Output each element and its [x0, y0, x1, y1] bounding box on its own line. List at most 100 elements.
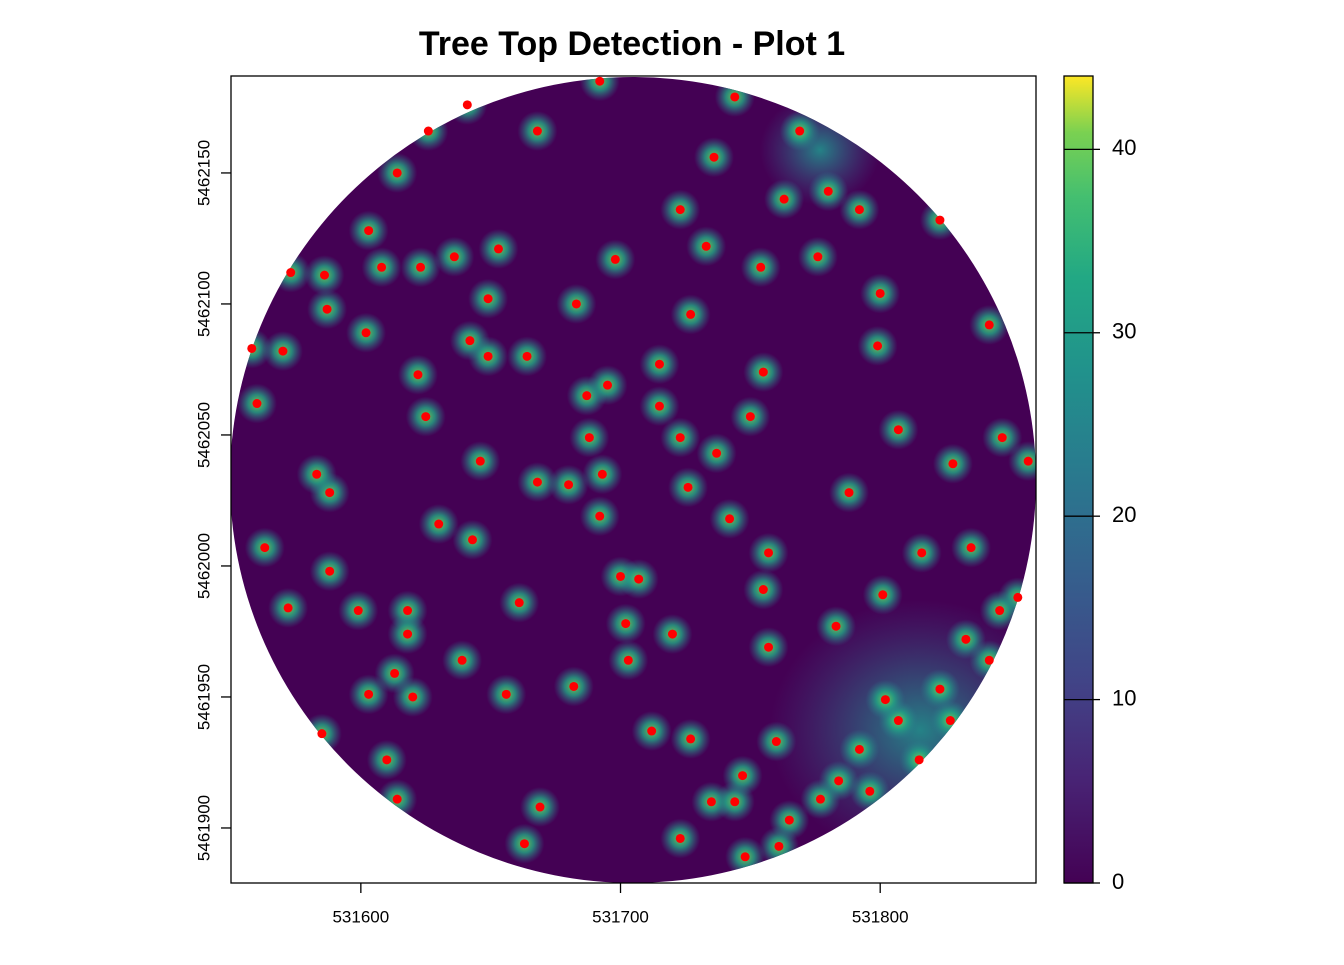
tree-top — [758, 367, 768, 377]
colorbar-tick-label: 30 — [1112, 319, 1136, 344]
tree-top — [686, 309, 696, 319]
tree-top — [403, 606, 413, 616]
tree-top — [813, 252, 823, 262]
tree-top — [740, 852, 750, 862]
tree-top — [584, 433, 594, 443]
tree-top — [764, 642, 774, 652]
tree-top — [312, 469, 322, 479]
tree-top — [465, 336, 475, 346]
tree-top — [756, 262, 766, 272]
tree-top — [1023, 456, 1033, 466]
tree-top — [873, 341, 883, 351]
tree-top — [1013, 592, 1023, 602]
tree-top — [532, 126, 542, 136]
canopy-patch — [770, 600, 1036, 860]
tree-top — [421, 412, 431, 422]
y-tick-label: 5462100 — [194, 271, 213, 337]
tree-top — [712, 448, 722, 458]
tree-top — [997, 433, 1007, 443]
y-tick-label: 5462050 — [194, 402, 213, 468]
tree-top — [935, 684, 945, 694]
tree-top — [392, 168, 402, 178]
tree-top — [854, 744, 864, 754]
y-tick-label: 5461950 — [194, 664, 213, 730]
tree-top — [709, 152, 719, 162]
tree-top — [675, 833, 685, 843]
tree-top — [462, 100, 472, 110]
tree-top — [325, 566, 335, 576]
tree-top — [582, 391, 592, 401]
y-tick-label: 5462150 — [194, 140, 213, 206]
tree-top — [595, 511, 605, 521]
tree-top — [654, 401, 664, 411]
tree-top — [616, 571, 626, 581]
tree-top — [738, 771, 748, 781]
tree-top — [408, 692, 418, 702]
tree-top — [532, 477, 542, 487]
tree-top — [815, 794, 825, 804]
raster — [231, 77, 1036, 883]
tree-top — [995, 606, 1005, 616]
tree-top — [501, 689, 511, 699]
tree-top — [382, 755, 392, 765]
tree-top — [683, 482, 693, 492]
tree-top — [779, 194, 789, 204]
tree-top — [569, 681, 579, 691]
tree-top — [667, 629, 677, 639]
tree-top — [361, 328, 371, 338]
plot-frame — [230, 75, 1037, 884]
tree-top — [535, 802, 545, 812]
tree-top — [322, 304, 332, 314]
tree-top — [634, 574, 644, 584]
tree-top — [621, 619, 631, 629]
tree-top — [854, 205, 864, 215]
tree-top — [914, 755, 924, 765]
tree-top — [675, 433, 685, 443]
tree-top — [961, 634, 971, 644]
tree-top — [564, 480, 574, 490]
tree-top — [893, 425, 903, 435]
tree-top — [686, 734, 696, 744]
tree-top — [654, 359, 664, 369]
tree-top — [725, 514, 735, 524]
tree-top — [260, 543, 270, 553]
tree-top — [475, 456, 485, 466]
tree-top — [623, 655, 633, 665]
tree-top — [571, 299, 581, 309]
tree-top — [416, 262, 426, 272]
tree-top — [278, 346, 288, 356]
tree-top — [784, 815, 794, 825]
tree-top — [795, 126, 805, 136]
x-tick-label: 531700 — [592, 907, 649, 926]
tree-top — [317, 729, 327, 739]
tree-top — [390, 668, 400, 678]
tree-top — [434, 519, 444, 529]
colorbar-tick-label: 20 — [1112, 502, 1136, 527]
tree-top — [880, 695, 890, 705]
x-tick-label: 531800 — [852, 907, 909, 926]
tree-top — [730, 92, 740, 102]
tree-top — [493, 244, 503, 254]
tree-top — [319, 270, 329, 280]
tree-top — [823, 186, 833, 196]
tree-top — [353, 606, 363, 616]
tree-top — [610, 254, 620, 264]
tree-top — [286, 268, 296, 278]
tree-top — [522, 351, 532, 361]
tree-top — [283, 603, 293, 613]
tree-top — [984, 655, 994, 665]
tree-top — [514, 598, 524, 608]
tree-top — [893, 716, 903, 726]
tree-top — [831, 621, 841, 631]
colorbar-tick-label: 40 — [1112, 135, 1136, 160]
colorbar-tick-label: 10 — [1112, 685, 1136, 710]
tree-top — [701, 241, 711, 251]
y-tick-label: 5462000 — [194, 533, 213, 599]
colorbar — [1063, 75, 1094, 884]
tree-top — [730, 797, 740, 807]
tree-top — [468, 535, 477, 545]
tree-top — [706, 797, 716, 807]
tree-top — [764, 548, 774, 558]
tree-top — [865, 786, 875, 796]
